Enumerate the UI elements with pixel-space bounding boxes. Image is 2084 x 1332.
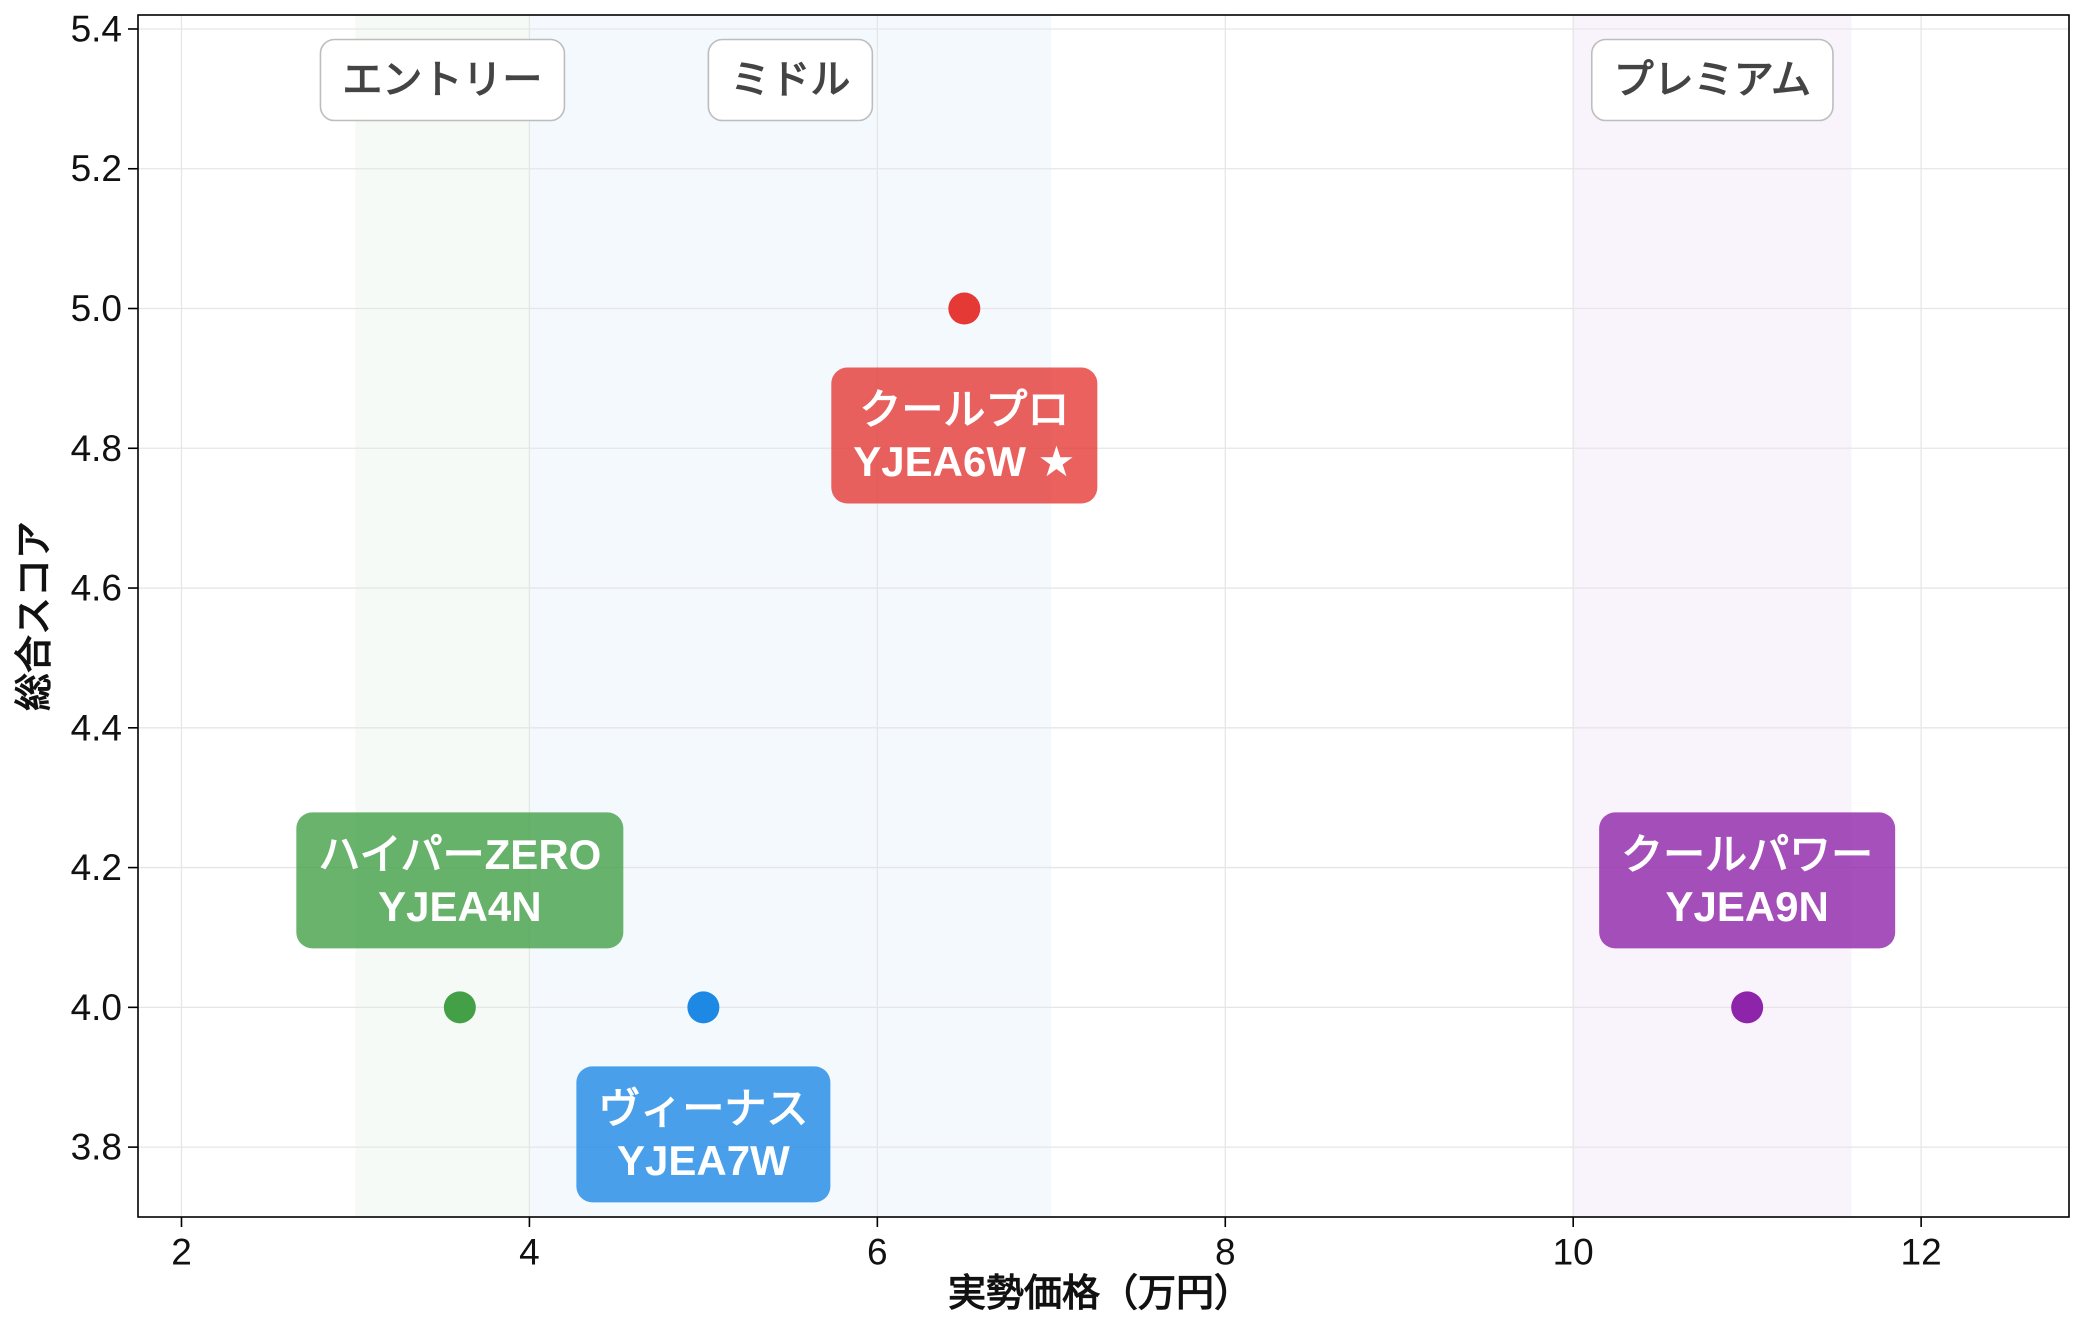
price-band [529, 15, 1052, 1217]
data-label: ハイパーZERO YJEA4N [296, 812, 624, 949]
data-point [687, 991, 720, 1024]
data-label-model: YJEA6W ★ [853, 438, 1075, 485]
price-band [355, 15, 530, 1217]
data-label: クールパワー YJEA9N [1599, 812, 1896, 949]
data-label-model: YJEA7W [617, 1137, 790, 1184]
price-band-label: プレミアム [1590, 38, 1834, 122]
y-tick-label: 5.0 [71, 288, 122, 329]
price-band-label-box [707, 38, 874, 122]
plot-frame [137, 14, 2070, 1218]
price-bands [355, 15, 1852, 1217]
data-point [1731, 991, 1764, 1024]
data-label-box [576, 1066, 831, 1203]
price-band-label: ミドル [707, 38, 874, 122]
data-label-box [1599, 812, 1896, 949]
y-tick-label: 5.4 [71, 8, 122, 49]
y-tick-label: 3.8 [71, 1127, 122, 1168]
data-label-name: ヴィーナス [598, 1085, 808, 1132]
y-tick-label: 5.2 [71, 148, 122, 189]
data-point [443, 991, 476, 1024]
price-band-labels: エントリー ミドル プレミアム [319, 38, 1834, 122]
price-band-label-text: プレミアム [1614, 58, 1811, 102]
data-points [443, 292, 1764, 1024]
y-tick-label: 4.8 [71, 428, 122, 469]
x-tick-label: 8 [1215, 1232, 1236, 1273]
data-label: クールプロ YJEA6W ★ [831, 367, 1098, 504]
x-tick-label: 6 [867, 1232, 888, 1273]
data-label-model: YJEA4N [378, 883, 541, 930]
price-band-label-text: ミドル [730, 58, 850, 102]
y-axis-label: 総合スコア [14, 521, 56, 711]
data-label-box [296, 812, 624, 949]
price-band-label: エントリー [319, 38, 566, 122]
y-tick-label: 4.4 [71, 707, 122, 748]
x-tick-label: 10 [1553, 1232, 1594, 1273]
data-label-name: クールパワー [1621, 831, 1873, 878]
price-band-label-text: エントリー [342, 58, 542, 102]
y-tick-label: 4.0 [71, 987, 122, 1028]
price-band-label-box [1590, 38, 1834, 122]
data-label-box [831, 367, 1098, 504]
price-band-label-box [319, 38, 566, 122]
x-tick-label: 12 [1901, 1232, 1942, 1273]
data-point [948, 292, 981, 325]
data-label-model: YJEA9N [1665, 883, 1828, 930]
y-tick-label: 4.6 [71, 568, 122, 609]
x-axis-label: 実勢価格（万円） [948, 1273, 1252, 1315]
x-tick-label: 4 [519, 1232, 540, 1273]
data-label-name: クールプロ [859, 386, 1069, 433]
y-tick-label: 4.2 [71, 847, 122, 888]
grid [138, 15, 2069, 1217]
axis-ticks: 2 4 6 8 10 12 3.8 4.0 4.2 4.4 4.6 4.8 5.0 5.2 5.4 [71, 8, 1942, 1272]
price-band [1573, 15, 1852, 1217]
data-label: ヴィーナス YJEA7W [576, 1066, 831, 1203]
x-tick-label: 2 [171, 1232, 192, 1273]
data-label-name: ハイパーZERO [318, 831, 601, 878]
